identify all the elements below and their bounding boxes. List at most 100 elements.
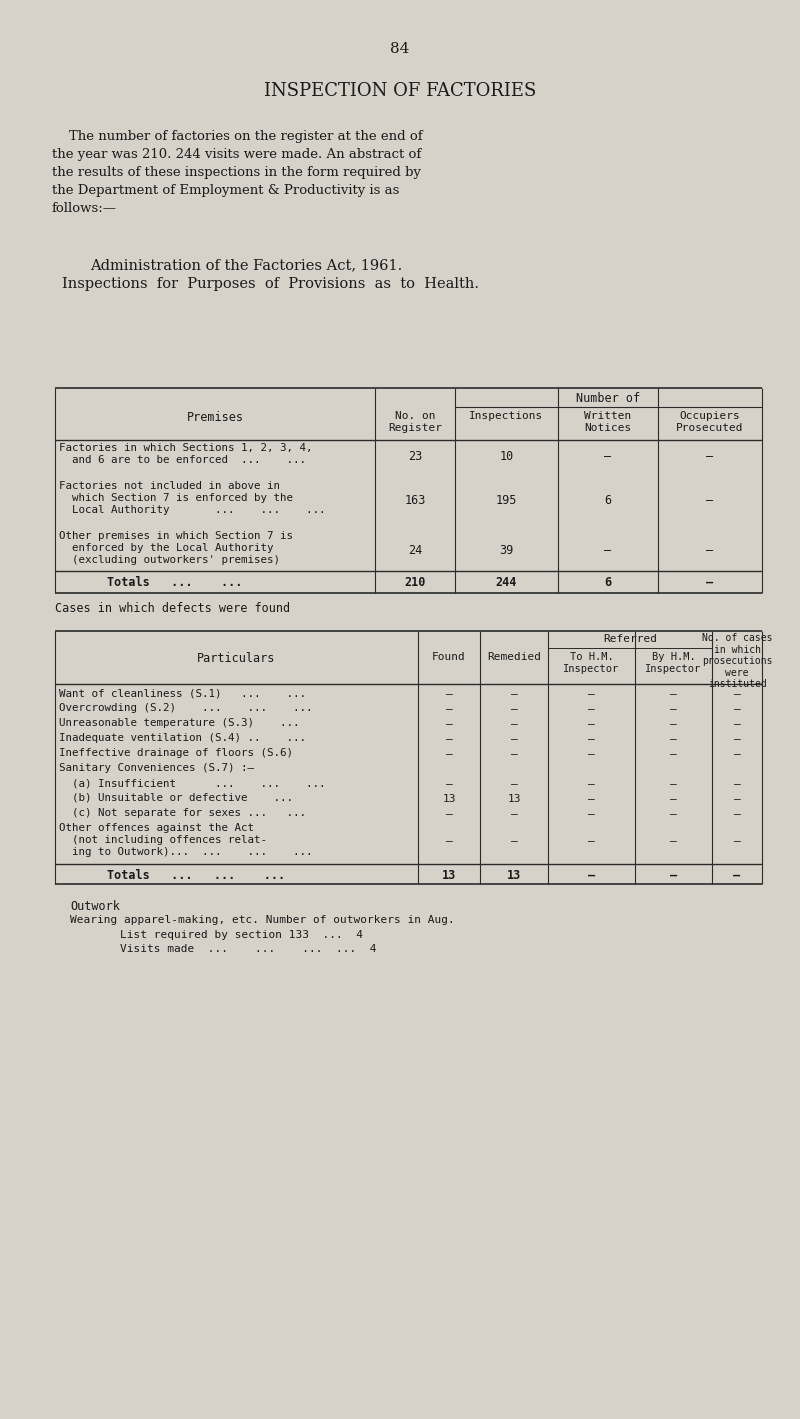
Text: —: — bbox=[706, 543, 714, 558]
Text: 13: 13 bbox=[442, 868, 456, 883]
Text: —: — bbox=[446, 809, 452, 819]
Text: —: — bbox=[588, 690, 595, 700]
Text: —: — bbox=[734, 690, 740, 700]
Text: 210: 210 bbox=[404, 576, 426, 589]
Text: —: — bbox=[734, 734, 740, 744]
Text: 13: 13 bbox=[507, 795, 521, 805]
Text: and 6 are to be enforced  ...    ...: and 6 are to be enforced ... ... bbox=[59, 455, 306, 465]
Text: Inspections  for  Purposes  of  Provisions  as  to  Health.: Inspections for Purposes of Provisions a… bbox=[62, 277, 479, 291]
Text: Remedied: Remedied bbox=[487, 651, 541, 663]
Text: —: — bbox=[510, 809, 518, 819]
Text: 24: 24 bbox=[408, 543, 422, 558]
Text: —: — bbox=[588, 809, 595, 819]
Text: —: — bbox=[588, 719, 595, 729]
Text: INSPECTION OF FACTORIES: INSPECTION OF FACTORIES bbox=[264, 82, 536, 99]
Text: —: — bbox=[734, 779, 740, 789]
Text: 39: 39 bbox=[499, 543, 514, 558]
Text: —: — bbox=[670, 734, 677, 744]
Text: Premises: Premises bbox=[186, 412, 243, 424]
Text: Totals   ...   ...    ...: Totals ... ... ... bbox=[107, 868, 285, 883]
Text: 23: 23 bbox=[408, 450, 422, 463]
Text: —: — bbox=[510, 779, 518, 789]
Text: Want of cleanliness (S.1)   ...    ...: Want of cleanliness (S.1) ... ... bbox=[59, 688, 306, 698]
Text: enforced by the Local Authority: enforced by the Local Authority bbox=[59, 543, 274, 553]
Text: —: — bbox=[734, 868, 741, 883]
Text: No. on
Register: No. on Register bbox=[388, 412, 442, 433]
Text: —: — bbox=[706, 450, 714, 463]
Text: —: — bbox=[588, 704, 595, 714]
Text: 13: 13 bbox=[507, 868, 521, 883]
Text: Administration of the Factories Act, 1961.: Administration of the Factories Act, 196… bbox=[90, 258, 402, 272]
Text: —: — bbox=[734, 719, 740, 729]
Text: Written
Notices: Written Notices bbox=[584, 412, 632, 433]
Text: —: — bbox=[588, 734, 595, 744]
Text: —: — bbox=[588, 779, 595, 789]
Text: —: — bbox=[588, 868, 595, 883]
Text: —: — bbox=[734, 809, 740, 819]
Text: Outwork: Outwork bbox=[70, 900, 120, 912]
Text: —: — bbox=[446, 719, 452, 729]
Text: (c) Not separate for sexes ...   ...: (c) Not separate for sexes ... ... bbox=[59, 807, 306, 817]
Text: —: — bbox=[670, 809, 677, 819]
Text: —: — bbox=[734, 749, 740, 759]
Text: 10: 10 bbox=[499, 450, 514, 463]
Text: 84: 84 bbox=[390, 43, 410, 55]
Text: —: — bbox=[706, 576, 714, 589]
Text: 244: 244 bbox=[496, 576, 517, 589]
Text: —: — bbox=[446, 836, 452, 846]
Text: —: — bbox=[446, 749, 452, 759]
Text: List required by section 133  ...  4: List required by section 133 ... 4 bbox=[120, 929, 363, 939]
Text: —: — bbox=[510, 690, 518, 700]
Text: 163: 163 bbox=[404, 494, 426, 507]
Text: which Section 7 is enforced by the: which Section 7 is enforced by the bbox=[59, 492, 293, 502]
Text: Ineffective drainage of floors (S.6): Ineffective drainage of floors (S.6) bbox=[59, 748, 293, 758]
Text: (not including offences relat-: (not including offences relat- bbox=[59, 834, 267, 844]
Text: —: — bbox=[510, 836, 518, 846]
Text: Cases in which defects were found: Cases in which defects were found bbox=[55, 602, 290, 614]
Text: —: — bbox=[446, 779, 452, 789]
Text: To H.M.
Inspector: To H.M. Inspector bbox=[563, 651, 620, 674]
Text: —: — bbox=[670, 868, 677, 883]
Text: 13: 13 bbox=[442, 795, 456, 805]
Text: Other premises in which Section 7 is: Other premises in which Section 7 is bbox=[59, 531, 293, 541]
Text: the year was 210. 244 visits were made. An abstract of: the year was 210. 244 visits were made. … bbox=[52, 148, 422, 160]
Text: Inadequate ventilation (S.4) ..    ...: Inadequate ventilation (S.4) .. ... bbox=[59, 734, 306, 744]
Text: —: — bbox=[510, 734, 518, 744]
Text: Factories in which Sections 1, 2, 3, 4,: Factories in which Sections 1, 2, 3, 4, bbox=[59, 443, 313, 453]
Text: Found: Found bbox=[432, 651, 466, 663]
Text: —: — bbox=[670, 836, 677, 846]
Text: the Department of Employment & Productivity is as: the Department of Employment & Productiv… bbox=[52, 184, 399, 197]
Text: Inspections: Inspections bbox=[470, 412, 544, 421]
Text: Referred: Referred bbox=[603, 634, 657, 644]
Text: Sanitary Conveniences (S.7) :—: Sanitary Conveniences (S.7) :— bbox=[59, 763, 254, 773]
Text: —: — bbox=[446, 690, 452, 700]
Text: Unreasonable temperature (S.3)    ...: Unreasonable temperature (S.3) ... bbox=[59, 718, 299, 728]
Text: 6: 6 bbox=[605, 494, 611, 507]
Text: —: — bbox=[510, 719, 518, 729]
Text: —: — bbox=[446, 734, 452, 744]
Text: follows:—: follows:— bbox=[52, 201, 117, 216]
Text: —: — bbox=[734, 795, 740, 805]
Text: Other offences against the Act: Other offences against the Act bbox=[59, 823, 254, 833]
Text: —: — bbox=[734, 836, 740, 846]
Text: —: — bbox=[670, 795, 677, 805]
Text: Number of: Number of bbox=[577, 392, 641, 404]
Text: Visits made  ...    ...    ...  ...  4: Visits made ... ... ... ... 4 bbox=[120, 944, 377, 954]
Text: The number of factories on the register at the end of: The number of factories on the register … bbox=[52, 131, 422, 143]
Text: 195: 195 bbox=[496, 494, 517, 507]
Text: —: — bbox=[670, 779, 677, 789]
Text: Occupiers
Prosecuted: Occupiers Prosecuted bbox=[676, 412, 744, 433]
Text: —: — bbox=[670, 719, 677, 729]
Text: 6: 6 bbox=[605, 576, 611, 589]
Text: Overcrowding (S.2)    ...    ...    ...: Overcrowding (S.2) ... ... ... bbox=[59, 702, 313, 712]
Text: —: — bbox=[446, 704, 452, 714]
Text: —: — bbox=[510, 704, 518, 714]
Text: —: — bbox=[588, 795, 595, 805]
Text: —: — bbox=[588, 836, 595, 846]
Text: the results of these inspections in the form required by: the results of these inspections in the … bbox=[52, 166, 421, 179]
Text: No. of cases
in which
prosecutions
were
instituted: No. of cases in which prosecutions were … bbox=[702, 633, 772, 690]
Text: (excluding outworkers' premises): (excluding outworkers' premises) bbox=[59, 555, 280, 565]
Text: —: — bbox=[510, 749, 518, 759]
Text: By H.M.
Inspector: By H.M. Inspector bbox=[646, 651, 702, 674]
Text: Factories not included in above in: Factories not included in above in bbox=[59, 481, 280, 491]
